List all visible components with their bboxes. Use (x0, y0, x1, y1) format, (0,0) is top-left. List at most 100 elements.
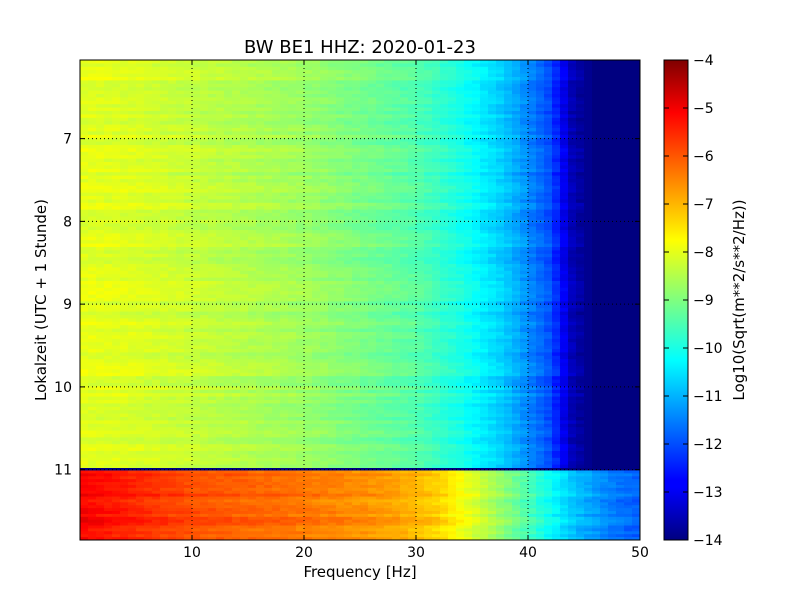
heatmap-cell (320, 124, 329, 129)
heatmap-cell (544, 223, 553, 228)
heatmap-cell (352, 274, 361, 279)
heatmap-cell (264, 90, 273, 95)
heatmap-cell (296, 117, 305, 122)
heatmap-cell (200, 131, 209, 136)
heatmap-cell (152, 151, 161, 156)
heatmap-cell (264, 250, 273, 255)
heatmap-cell (152, 233, 161, 238)
heatmap-cell (360, 209, 369, 214)
heatmap-cell (176, 281, 185, 285)
heatmap-cell (424, 70, 433, 75)
heatmap-cell (248, 206, 257, 211)
heatmap-cell (184, 66, 193, 71)
heatmap-cell (480, 124, 489, 129)
heatmap-cell (480, 151, 489, 156)
heatmap-cell (328, 87, 337, 92)
heatmap-cell (120, 226, 129, 231)
heatmap-cell (560, 128, 569, 132)
heatmap-cell (576, 172, 585, 177)
heatmap-cell (368, 100, 377, 105)
heatmap-cell (240, 274, 249, 279)
heatmap-cell (472, 80, 481, 85)
heatmap-cell (512, 223, 521, 228)
heatmap-cell (312, 63, 321, 68)
heatmap-cell (256, 155, 265, 160)
heatmap-cell (272, 131, 281, 136)
heatmap-cell (328, 77, 337, 81)
heatmap-cell (440, 206, 449, 211)
heatmap-cell (296, 87, 305, 92)
heatmap-cell (520, 274, 529, 279)
heatmap-cell (528, 274, 537, 279)
heatmap-cell (584, 277, 593, 282)
heatmap-cell (88, 284, 97, 289)
heatmap-cell (400, 151, 409, 156)
heatmap-cell (408, 260, 417, 265)
heatmap-cell (120, 107, 129, 112)
heatmap-cell (456, 284, 465, 289)
heatmap-cell (608, 250, 617, 255)
heatmap-cell (360, 128, 369, 132)
heatmap-cell (488, 145, 497, 149)
heatmap-cell (488, 114, 497, 119)
heatmap-cell (424, 202, 433, 207)
heatmap-cell (424, 165, 433, 170)
heatmap-cell (368, 90, 377, 95)
heatmap-cell (136, 216, 145, 221)
heatmap-cell (624, 158, 633, 163)
heatmap-cell (232, 124, 241, 129)
heatmap-cell (480, 145, 489, 149)
heatmap-cell (296, 192, 305, 197)
heatmap-cell (160, 148, 169, 153)
heatmap-cell (576, 250, 585, 255)
heatmap-cell (552, 277, 561, 282)
heatmap-cell (248, 66, 257, 71)
heatmap-cell (104, 111, 113, 115)
heatmap-cell (208, 175, 217, 180)
heatmap-cell (352, 294, 361, 299)
heatmap-cell (592, 202, 601, 207)
heatmap-cell (512, 230, 521, 234)
heatmap-cell (400, 114, 409, 119)
heatmap-cell (512, 87, 521, 92)
heatmap-cell (304, 111, 313, 115)
heatmap-cell (624, 128, 633, 132)
heatmap-cell (416, 189, 425, 194)
heatmap-cell (400, 66, 409, 71)
heatmap-cell (416, 131, 425, 136)
heatmap-cell (568, 281, 577, 285)
heatmap-cell (112, 196, 121, 200)
heatmap-cell (448, 148, 457, 153)
heatmap-cell (440, 104, 449, 109)
heatmap-cell (600, 158, 609, 163)
heatmap-cell (264, 158, 273, 163)
heatmap-cell (208, 243, 217, 248)
heatmap-cell (88, 70, 97, 75)
heatmap-cell (256, 189, 265, 194)
heatmap-cell (240, 270, 249, 275)
heatmap-cell (440, 138, 449, 143)
heatmap-cell (136, 226, 145, 231)
heatmap-cell (248, 264, 257, 268)
heatmap-cell (304, 100, 313, 105)
heatmap-cell (624, 253, 633, 258)
heatmap-cell (448, 230, 457, 234)
heatmap-cell (264, 100, 273, 105)
heatmap-cell (360, 175, 369, 180)
heatmap-cell (264, 141, 273, 146)
heatmap-cell (224, 253, 233, 258)
heatmap-cell (328, 111, 337, 115)
heatmap-cell (360, 63, 369, 68)
heatmap-cell (176, 60, 185, 64)
heatmap-cell (576, 189, 585, 194)
heatmap-cell (440, 63, 449, 68)
heatmap-cell (616, 223, 625, 228)
heatmap-cell (288, 189, 297, 194)
heatmap-cell (256, 107, 265, 112)
heatmap-cell (400, 253, 409, 258)
heatmap-cell (128, 107, 137, 112)
heatmap-cell (248, 172, 257, 177)
heatmap-cell (112, 216, 121, 221)
heatmap-cell (168, 182, 177, 187)
heatmap-cell (336, 63, 345, 68)
